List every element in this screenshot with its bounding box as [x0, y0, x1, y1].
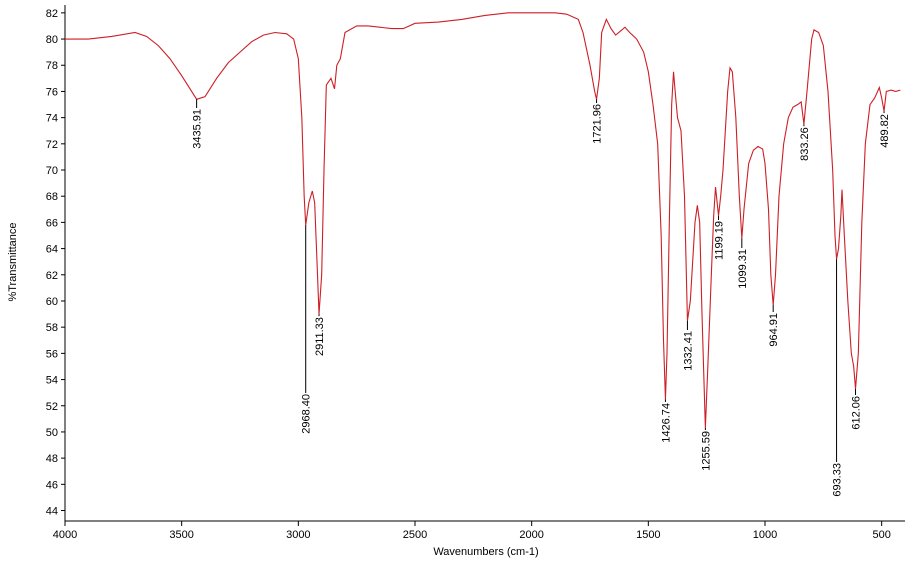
x-tick-label: 3000 — [286, 529, 310, 541]
peak-label: 1332.41 — [682, 331, 694, 371]
y-tick-label: 56 — [46, 348, 58, 360]
peak-label: 2968.40 — [301, 394, 313, 434]
peak-label: 489.82 — [879, 114, 891, 148]
x-axis-label: Wavenumbers (cm-1) — [433, 546, 538, 558]
y-tick-label: 46 — [46, 479, 58, 491]
y-tick-label: 78 — [46, 60, 58, 72]
x-tick-label: 3500 — [169, 529, 193, 541]
peak-label: 1426.74 — [660, 403, 672, 443]
spectrum-line — [65, 12, 901, 429]
peak-label: 612.06 — [851, 396, 863, 430]
y-tick-label: 58 — [46, 322, 58, 334]
x-tick-label: 500 — [872, 529, 890, 541]
y-tick-label: 44 — [46, 506, 58, 518]
y-tick-label: 76 — [46, 86, 58, 98]
peak-label: 3435.91 — [192, 109, 204, 149]
y-tick-label: 52 — [46, 401, 58, 413]
peak-label: 964.91 — [768, 313, 780, 347]
y-tick-label: 62 — [46, 270, 58, 282]
y-tick-label: 50 — [46, 427, 58, 439]
y-tick-label: 66 — [46, 217, 58, 229]
y-tick-label: 82 — [46, 8, 58, 20]
peak-label: 2911.33 — [314, 317, 326, 356]
x-tick-label: 4000 — [53, 529, 77, 541]
y-tick-label: 68 — [46, 191, 58, 203]
y-axis-label: %Transmittance — [7, 222, 19, 301]
y-tick-label: 70 — [46, 165, 58, 177]
y-tick-label: 80 — [46, 34, 58, 46]
peak-label: 1199.19 — [714, 221, 726, 260]
x-tick-label: 1000 — [753, 529, 777, 541]
peak-label: 1255.59 — [700, 431, 712, 471]
x-tick-label: 1500 — [636, 529, 660, 541]
peak-label: 693.33 — [832, 463, 844, 497]
x-tick-label: 2000 — [519, 529, 543, 541]
y-tick-label: 74 — [46, 113, 58, 125]
x-tick-label: 2500 — [403, 529, 427, 541]
peak-label: 833.26 — [799, 127, 811, 161]
y-tick-label: 54 — [46, 375, 58, 387]
peak-label: 1721.96 — [592, 104, 604, 144]
y-tick-label: 64 — [46, 244, 58, 256]
y-tick-label: 48 — [46, 453, 58, 465]
y-tick-label: 72 — [46, 139, 58, 151]
y-tick-label: 60 — [46, 296, 58, 308]
peak-label: 1099.31 — [737, 249, 749, 289]
